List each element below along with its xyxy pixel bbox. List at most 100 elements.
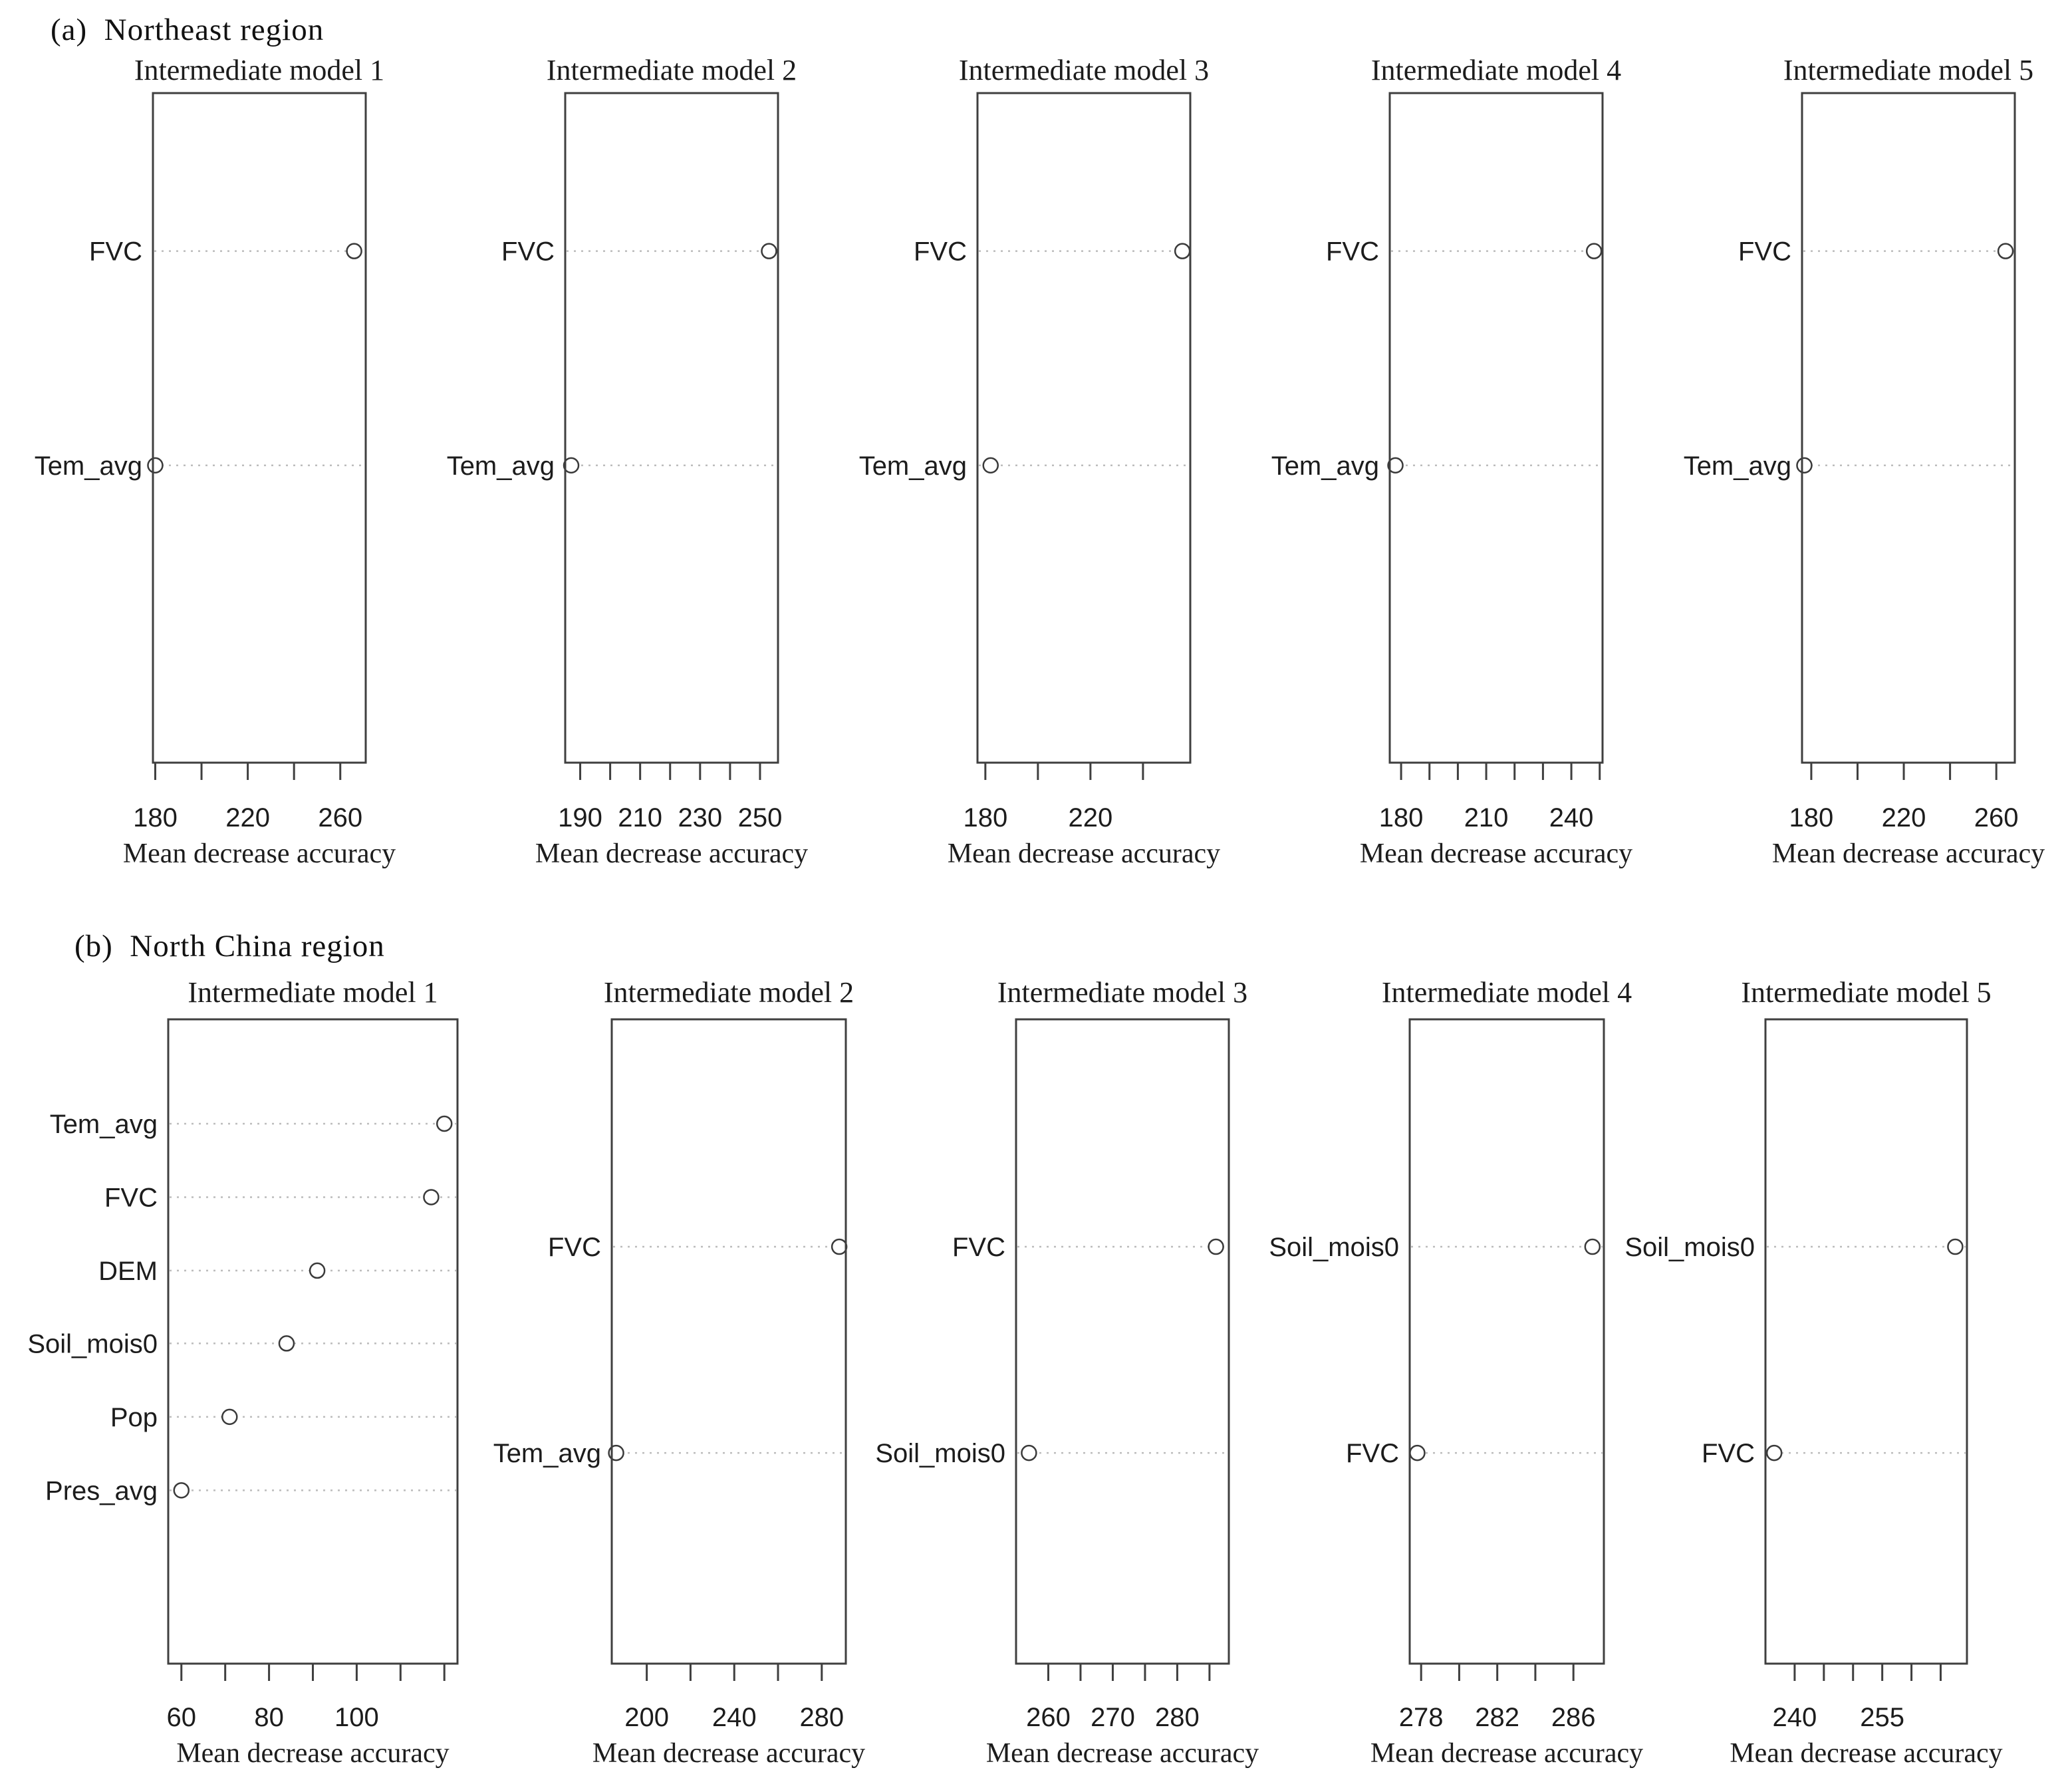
plot-box: [1388, 92, 1604, 764]
category-label: Pres_avg: [45, 1476, 158, 1505]
x-tick-label: 220: [225, 803, 270, 832]
data-point: [1208, 1238, 1224, 1255]
data-point: [1174, 243, 1191, 259]
x-tick-label: 230: [678, 803, 722, 832]
section-b-label: (b) North China region: [74, 929, 385, 963]
data-point: [1021, 1444, 1037, 1462]
x-tick-label: 240: [1773, 1703, 1817, 1732]
plot-box: [1408, 1018, 1605, 1665]
x-tick-label: 250: [738, 803, 783, 832]
x-axis-title: Mean decrease accuracy: [1730, 1738, 2002, 1769]
data-point: [1796, 457, 1813, 474]
data-point: [278, 1335, 295, 1352]
panel-title: Intermediate model 4: [1382, 976, 1632, 1009]
category-label: FVC: [914, 237, 967, 267]
plot-box: [1764, 1018, 1968, 1665]
x-tick-label: 270: [1091, 1703, 1135, 1732]
x-tick-label: 260: [1974, 803, 2019, 832]
x-tick-label: 240: [1549, 803, 1594, 832]
data-point: [147, 457, 164, 474]
x-axis-title: Mean decrease accuracy: [948, 838, 1220, 869]
plot-box: [610, 1018, 847, 1665]
category-label: FVC: [89, 237, 142, 267]
data-point: [1997, 243, 2014, 259]
data-point: [563, 457, 580, 474]
data-point: [173, 1482, 190, 1499]
x-axis-title: Mean decrease accuracy: [1772, 838, 2045, 869]
x-tick-label: 210: [618, 803, 662, 832]
x-tick-label: 180: [963, 803, 1007, 832]
panel-title: Intermediate model 3: [997, 976, 1247, 1009]
category-label: FVC: [501, 237, 555, 267]
category-label: Tem_avg: [447, 451, 555, 481]
data-point: [1387, 457, 1404, 474]
x-tick-label: 100: [334, 1703, 379, 1732]
plot-box: [1015, 1018, 1230, 1665]
data-point: [1947, 1238, 1964, 1255]
section-a-label: (a) Northeast region: [51, 13, 324, 47]
panel-title: Intermediate model 5: [1741, 976, 1991, 1009]
category-label: Tem_avg: [1684, 451, 1791, 481]
x-axis-title: Mean decrease accuracy: [535, 838, 808, 869]
x-tick-label: 240: [712, 1703, 757, 1732]
category-label: Soil_mois0: [1269, 1233, 1399, 1262]
panel-title: Intermediate model 3: [959, 54, 1209, 86]
category-label: Tem_avg: [493, 1439, 601, 1468]
x-tick-label: 282: [1475, 1703, 1519, 1732]
data-point: [982, 457, 999, 474]
category-label: Soil_mois0: [875, 1439, 1005, 1468]
data-point: [1765, 1444, 1783, 1462]
x-tick-label: 278: [1399, 1703, 1444, 1732]
plot-box: [564, 92, 779, 764]
data-point: [1584, 1238, 1601, 1255]
panel-title: Intermediate model 4: [1371, 54, 1621, 86]
data-point: [436, 1115, 453, 1132]
category-label: DEM: [98, 1257, 158, 1286]
x-axis-title: Mean decrease accuracy: [1360, 838, 1632, 869]
x-tick-label: 280: [799, 1703, 844, 1732]
x-tick-label: 180: [1789, 803, 1834, 832]
category-label: FVC: [1346, 1439, 1399, 1468]
category-label: Tem_avg: [1271, 451, 1379, 481]
category-label: Soil_mois0: [1624, 1233, 1755, 1262]
x-tick-label: 180: [1379, 803, 1424, 832]
x-tick-label: 60: [167, 1703, 197, 1732]
category-label: Tem_avg: [35, 451, 142, 481]
category-label: Pop: [110, 1403, 158, 1432]
data-point: [1409, 1444, 1426, 1462]
x-tick-label: 200: [624, 1703, 669, 1732]
category-label: Tem_avg: [50, 1110, 158, 1139]
x-tick-label: 286: [1551, 1703, 1596, 1732]
x-tick-label: 255: [1860, 1703, 1904, 1732]
data-point: [309, 1262, 326, 1279]
x-axis-title: Mean decrease accuracy: [592, 1738, 865, 1769]
x-axis-title: Mean decrease accuracy: [986, 1738, 1259, 1769]
category-label: Soil_mois0: [27, 1329, 158, 1358]
x-tick-label: 180: [133, 803, 178, 832]
x-tick-label: 220: [1882, 803, 1926, 832]
plot-box: [976, 92, 1192, 764]
x-tick-label: 220: [1069, 803, 1113, 832]
x-tick-label: 80: [254, 1703, 284, 1732]
data-point: [346, 243, 362, 259]
data-point: [423, 1189, 440, 1206]
category-label: FVC: [1326, 237, 1379, 267]
panel-title: Intermediate model 1: [188, 976, 438, 1009]
category-label: FVC: [1738, 237, 1791, 267]
data-point: [221, 1408, 238, 1426]
x-tick-label: 260: [1026, 1703, 1071, 1732]
plot-box: [167, 1018, 459, 1665]
data-point: [761, 243, 777, 259]
category-label: FVC: [952, 1233, 1005, 1262]
category-label: FVC: [104, 1183, 158, 1212]
panel-title: Intermediate model 2: [604, 976, 854, 1009]
panel-title: Intermediate model 1: [134, 54, 384, 86]
category-label: FVC: [1702, 1439, 1755, 1468]
category-label: FVC: [548, 1233, 601, 1262]
x-tick-label: 260: [318, 803, 362, 832]
data-point: [831, 1238, 848, 1255]
x-axis-title: Mean decrease accuracy: [176, 1738, 449, 1769]
x-axis-title: Mean decrease accuracy: [1370, 1738, 1643, 1769]
